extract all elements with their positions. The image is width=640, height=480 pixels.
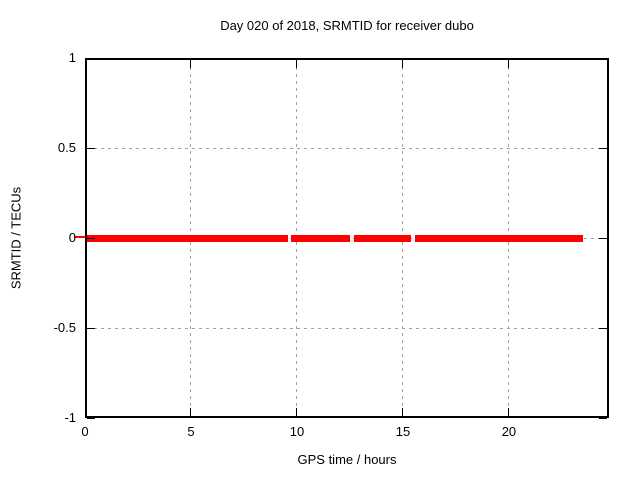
y-tick-label: -1 (64, 410, 76, 425)
y-tick-left (87, 237, 95, 239)
x-tick-bottom (84, 408, 86, 416)
y-tick-label: 0 (68, 230, 76, 245)
chart-title: Day 020 of 2018, SRMTID for receiver dub… (220, 18, 474, 33)
x-tick-top (190, 60, 192, 68)
x-tick-label: 10 (289, 424, 305, 439)
series-line-segment (353, 234, 411, 242)
x-tick-bottom (296, 408, 298, 416)
series-line-segment (415, 234, 583, 242)
x-tick-top (84, 60, 86, 68)
x-tick-label: 15 (395, 424, 411, 439)
y-tick-right (599, 237, 607, 239)
y-tick-label: 0.5 (57, 140, 76, 155)
y-tick-left (87, 57, 95, 59)
plot-area (85, 58, 609, 418)
y-tick-label: -0.5 (53, 320, 76, 335)
y-tick-left (87, 327, 95, 329)
y-gridline (87, 327, 607, 329)
x-tick-label: 0 (81, 424, 89, 439)
x-axis-title: GPS time / hours (297, 452, 397, 467)
x-tick-top (508, 60, 510, 68)
series-line-segment (291, 234, 350, 242)
y-tick-right (599, 147, 607, 149)
x-tick-label: 5 (187, 424, 195, 439)
y-tick-right (599, 417, 607, 419)
x-tick-bottom (402, 408, 404, 416)
x-tick-bottom (190, 408, 192, 416)
y-tick-left (87, 417, 95, 419)
x-tick-top (402, 60, 404, 68)
x-tick-label: 20 (501, 424, 517, 439)
series-line-segment (85, 234, 288, 242)
x-tick-top (296, 60, 298, 68)
y-tick-left (87, 147, 95, 149)
y-tick-right (599, 57, 607, 59)
zero-axis-overhang (74, 236, 85, 238)
y-gridline (87, 147, 607, 149)
y-tick-label: 1 (68, 50, 76, 65)
x-tick-bottom (508, 408, 510, 416)
y-tick-right (599, 327, 607, 329)
